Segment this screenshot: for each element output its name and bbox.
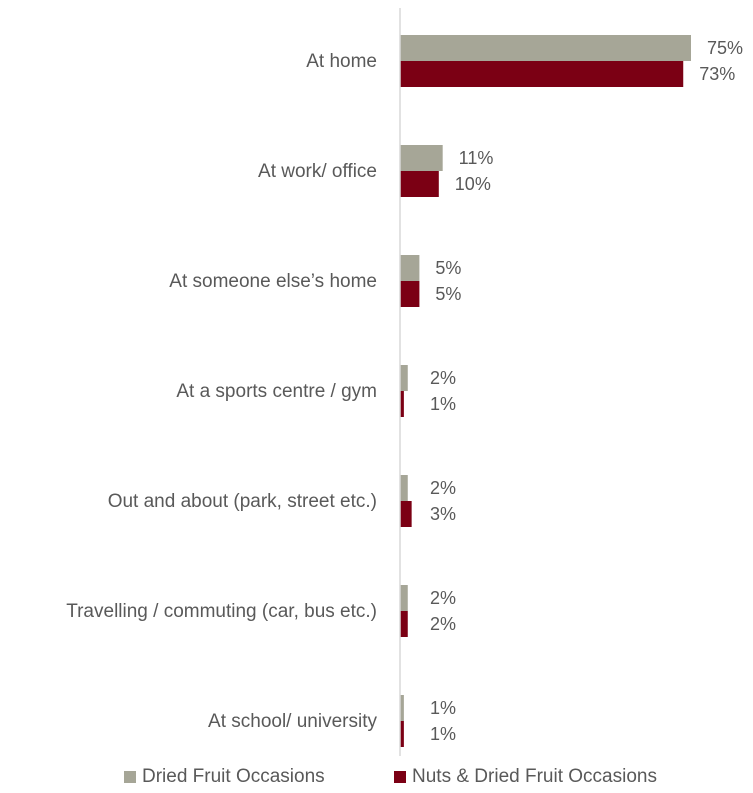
bar-dried-fruit — [400, 365, 408, 391]
value-label-dried-fruit: 5% — [435, 258, 461, 278]
bar-nuts-dried-fruit — [400, 61, 684, 87]
value-label-nuts-dried-fruit: 5% — [435, 284, 461, 304]
value-label-dried-fruit: 2% — [430, 588, 456, 608]
value-label-dried-fruit: 75% — [707, 38, 743, 58]
category-label: At home — [306, 51, 377, 72]
value-label-nuts-dried-fruit: 73% — [699, 64, 735, 84]
value-label-nuts-dried-fruit: 2% — [430, 614, 456, 634]
bar-nuts-dried-fruit — [400, 501, 412, 527]
legend-swatch-nuts-dried-fruit — [394, 771, 406, 783]
value-label-dried-fruit: 1% — [430, 698, 456, 718]
category-label: Travelling / commuting (car, bus etc.) — [66, 601, 377, 622]
bar-dried-fruit — [400, 585, 408, 611]
bar-nuts-dried-fruit — [400, 391, 404, 417]
bar-dried-fruit — [400, 35, 691, 61]
category-label: At work/ office — [258, 161, 377, 182]
category-label: At a sports centre / gym — [176, 381, 377, 402]
value-label-nuts-dried-fruit: 10% — [455, 174, 491, 194]
value-label-nuts-dried-fruit: 1% — [430, 394, 456, 414]
value-label-dried-fruit: 11% — [459, 148, 494, 168]
category-label: Out and about (park, street etc.) — [108, 491, 377, 512]
category-label: At school/ university — [208, 711, 377, 732]
legend: Dried Fruit Occasions Nuts & Dried Fruit… — [0, 764, 753, 790]
category-label: At someone else’s home — [169, 271, 377, 292]
value-label-dried-fruit: 2% — [430, 478, 456, 498]
legend-label-dried-fruit: Dried Fruit Occasions — [142, 766, 325, 787]
bar-nuts-dried-fruit — [400, 171, 439, 197]
bar-dried-fruit — [400, 255, 420, 281]
bar-dried-fruit — [400, 695, 404, 721]
legend-item-nuts-dried-fruit: Nuts & Dried Fruit Occasions — [394, 764, 657, 790]
legend-item-dried-fruit: Dried Fruit Occasions — [124, 764, 325, 790]
bar-chart: At home 75% 73% At work/ office 11% 10% At som… — [66, 8, 743, 756]
bar-nuts-dried-fruit — [400, 611, 408, 637]
bar-nuts-dried-fruit — [400, 281, 420, 307]
bar-nuts-dried-fruit — [400, 721, 404, 747]
legend-label-nuts-dried-fruit: Nuts & Dried Fruit Occasions — [412, 766, 657, 787]
value-label-nuts-dried-fruit: 1% — [430, 724, 456, 744]
bar-dried-fruit — [400, 145, 443, 171]
value-label-dried-fruit: 2% — [430, 368, 456, 388]
bar-dried-fruit — [400, 475, 408, 501]
legend-swatch-dried-fruit — [124, 771, 136, 783]
value-label-nuts-dried-fruit: 3% — [430, 504, 456, 524]
